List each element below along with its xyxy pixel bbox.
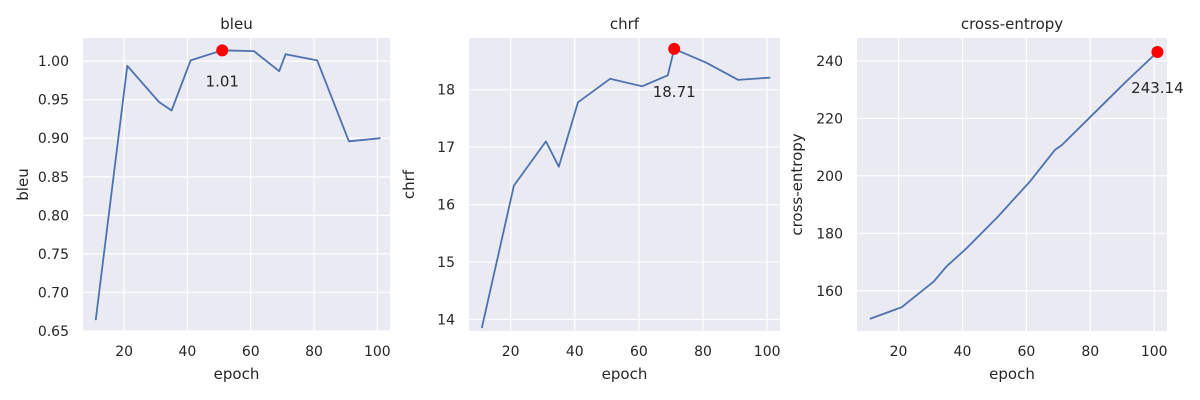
x-tick-label: 60 xyxy=(1017,344,1035,360)
x-axis-label: epoch xyxy=(989,365,1035,383)
y-tick-label: 180 xyxy=(816,226,843,242)
data-point xyxy=(666,73,670,77)
x-tick-label: 40 xyxy=(179,344,197,360)
y-tick-label: 15 xyxy=(437,255,455,271)
data-point xyxy=(704,61,708,65)
data-point xyxy=(736,78,740,82)
y-tick-label: 18 xyxy=(437,83,455,99)
data-point xyxy=(315,58,319,62)
plot-area xyxy=(857,38,1167,331)
data-point xyxy=(768,76,772,80)
plot-area xyxy=(83,38,390,331)
data-point xyxy=(379,136,383,140)
chart-title: bleu xyxy=(220,15,252,33)
chart-title: chrf xyxy=(610,15,640,33)
x-tick-label: 60 xyxy=(630,344,648,360)
data-point xyxy=(1091,112,1095,116)
data-point xyxy=(252,49,256,53)
cross-entropy-chart: 20 40 60 80 100 160 180 200 220 240 cross-entropy e… xyxy=(788,15,1184,383)
x-axis-label: epoch xyxy=(214,365,260,383)
data-point xyxy=(480,326,484,330)
y-tick-label: 220 xyxy=(816,111,843,127)
series-line xyxy=(869,51,1159,320)
data-point xyxy=(557,165,561,169)
x-tick-label: 100 xyxy=(364,344,391,360)
y-tick-label: 200 xyxy=(816,169,843,185)
data-point xyxy=(964,247,968,251)
best-value-marker xyxy=(668,42,681,55)
data-point xyxy=(347,139,351,143)
plot-area xyxy=(469,38,780,331)
series-line xyxy=(94,49,381,321)
data-point xyxy=(512,184,516,188)
data-point xyxy=(277,69,281,73)
y-axis-label: chrf xyxy=(400,169,418,199)
x-tick-label: 100 xyxy=(1141,344,1168,360)
best-value-marker xyxy=(216,44,229,57)
data-point xyxy=(868,317,872,321)
x-tick-label: 20 xyxy=(115,344,133,360)
data-point xyxy=(189,58,193,62)
bleu-chart: 20 40 60 80 100 0.65 0.70 0.75 0.80 0.85 0.90 0.95 1… xyxy=(14,15,391,383)
data-point xyxy=(900,305,904,309)
y-tick-label: 240 xyxy=(816,54,843,70)
data-point xyxy=(996,215,1000,219)
y-tick-label: 0.80 xyxy=(38,208,69,224)
data-point xyxy=(170,108,174,112)
x-tick-label: 80 xyxy=(1081,344,1099,360)
x-tick-label: 20 xyxy=(890,344,908,360)
data-point xyxy=(544,139,548,143)
data-point xyxy=(944,264,948,268)
best-value-label: 18.71 xyxy=(653,83,696,101)
best-value-label: 243.14 xyxy=(1131,79,1184,97)
y-tick-label: 1.00 xyxy=(38,54,69,70)
y-tick-label: 0.70 xyxy=(38,285,69,301)
x-tick-label: 40 xyxy=(566,344,584,360)
x-tick-label: 20 xyxy=(502,344,520,360)
series-line xyxy=(480,48,771,329)
best-value-label: 1.01 xyxy=(206,72,239,90)
x-tick-label: 60 xyxy=(242,344,260,360)
best-value-marker xyxy=(1151,45,1164,58)
data-point xyxy=(157,100,161,104)
y-tick-label: 0.85 xyxy=(38,170,69,186)
x-tick-label: 80 xyxy=(694,344,712,360)
data-point xyxy=(1123,80,1127,84)
y-tick-label: 0.65 xyxy=(38,324,69,340)
data-point xyxy=(1028,180,1032,184)
data-point xyxy=(1060,143,1064,147)
data-point xyxy=(1053,148,1057,152)
x-tick-label: 40 xyxy=(954,344,972,360)
data-point xyxy=(284,52,288,56)
y-tick-label: 14 xyxy=(437,313,455,329)
data-point xyxy=(94,318,98,322)
chart-title: cross-entropy xyxy=(961,15,1063,33)
x-tick-label: 100 xyxy=(754,344,781,360)
data-point xyxy=(576,100,580,104)
data-point xyxy=(125,64,129,68)
data-point xyxy=(608,77,612,81)
y-tick-label: 16 xyxy=(437,198,455,214)
chrf-chart: 20 40 60 80 100 14 15 16 17 18 chrf epoch chrf 18.71 xyxy=(400,15,781,383)
data-point xyxy=(932,280,936,284)
y-tick-label: 17 xyxy=(437,140,455,156)
x-tick-label: 80 xyxy=(305,344,323,360)
x-axis-label: epoch xyxy=(602,365,648,383)
y-tick-label: 0.95 xyxy=(38,93,69,109)
y-axis-label: bleu xyxy=(14,168,32,200)
y-axis-label: cross-entropy xyxy=(788,133,806,235)
y-tick-label: 0.75 xyxy=(38,247,69,263)
y-tick-label: 0.90 xyxy=(38,131,69,147)
y-tick-label: 160 xyxy=(816,284,843,300)
data-point xyxy=(640,84,644,88)
